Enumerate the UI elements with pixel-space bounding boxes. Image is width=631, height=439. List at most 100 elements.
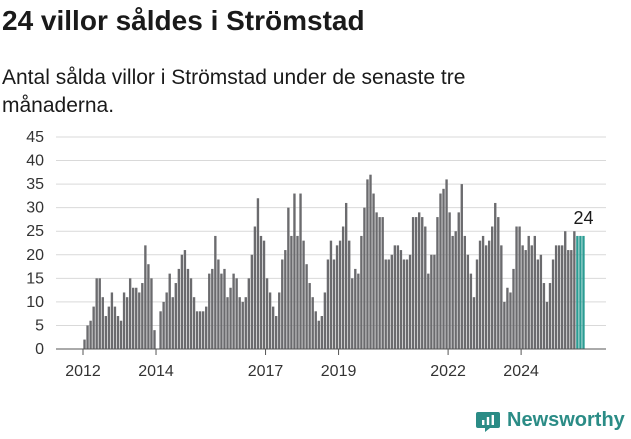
bar-115 xyxy=(433,254,436,349)
bar-48 xyxy=(229,287,232,349)
bar-59 xyxy=(262,240,266,349)
bar-156 xyxy=(557,245,561,349)
bar-35 xyxy=(189,278,193,349)
bar-136 xyxy=(497,217,500,349)
bar-13 xyxy=(122,292,126,349)
bar-52 xyxy=(241,301,244,349)
bar-110 xyxy=(418,212,421,349)
bar-26 xyxy=(162,301,165,349)
bar-151 xyxy=(542,283,546,349)
y-tick-label-10: 10 xyxy=(26,294,44,311)
bar-132 xyxy=(484,245,488,349)
bar-112 xyxy=(424,226,427,349)
bar-128 xyxy=(472,297,476,349)
bar-82 xyxy=(332,259,336,349)
bar-47 xyxy=(226,297,229,349)
bar-100 xyxy=(387,259,390,349)
bar-141 xyxy=(512,268,515,349)
bar-79 xyxy=(323,292,327,349)
bar-62 xyxy=(271,306,275,349)
bar-130 xyxy=(478,240,482,349)
x-tick-label-2022: 2022 xyxy=(430,363,466,380)
bar-5 xyxy=(98,278,101,349)
bar-80 xyxy=(326,259,330,349)
bar-58 xyxy=(259,235,263,349)
bar-153 xyxy=(548,283,552,349)
bar-49 xyxy=(232,273,235,349)
bar-56 xyxy=(253,226,257,349)
bar-77 xyxy=(317,320,320,349)
bar-30 xyxy=(174,283,177,349)
bar-12 xyxy=(119,320,123,349)
bar-37 xyxy=(195,311,199,349)
x-tick-label-2012: 2012 xyxy=(65,363,101,380)
bar-159 xyxy=(567,250,570,349)
bar-101 xyxy=(390,254,393,349)
bar-125 xyxy=(463,235,467,349)
bar-31 xyxy=(177,268,181,349)
bar-81 xyxy=(329,240,333,349)
bar-75 xyxy=(311,297,314,349)
bar-68 xyxy=(290,235,293,349)
bar-23 xyxy=(153,330,156,349)
bar-144 xyxy=(521,245,524,349)
bar-137 xyxy=(500,245,503,349)
bar-127 xyxy=(469,273,473,349)
bar-135 xyxy=(494,202,497,349)
bar-143 xyxy=(518,226,521,349)
bar-64 xyxy=(278,292,281,349)
bar-150 xyxy=(539,254,543,349)
y-tick-label-35: 35 xyxy=(26,176,44,193)
bar-138 xyxy=(503,301,506,349)
y-tick-label-30: 30 xyxy=(26,200,44,217)
bar-43 xyxy=(214,235,217,349)
y-tick-label-5: 5 xyxy=(35,317,44,334)
bar-51 xyxy=(238,297,241,349)
bar-63 xyxy=(275,316,278,349)
bar-50 xyxy=(235,278,238,349)
brand-logo: Newsworthy xyxy=(476,408,625,432)
bar-25 xyxy=(159,311,162,349)
bar-53 xyxy=(244,297,247,349)
bar-27 xyxy=(165,292,168,349)
bar-6 xyxy=(101,297,104,349)
y-tick-label-20: 20 xyxy=(26,247,44,264)
bar-14 xyxy=(125,297,129,349)
bar-105 xyxy=(402,259,406,349)
bar-78 xyxy=(320,316,324,349)
bar-60 xyxy=(265,278,269,349)
bar-4 xyxy=(95,278,98,349)
bar-106 xyxy=(405,259,409,349)
last-value-label: 24 xyxy=(573,208,593,228)
bar-54 xyxy=(247,278,250,349)
y-tick-label-15: 15 xyxy=(26,270,44,287)
bar-124 xyxy=(460,184,463,349)
x-tick-label-2014: 2014 xyxy=(138,363,174,380)
bar-147 xyxy=(530,245,533,349)
bar-163 xyxy=(579,235,582,349)
bar-76 xyxy=(314,311,317,349)
bar-116 xyxy=(436,217,439,349)
bar-133 xyxy=(487,240,491,349)
brand-name: Newsworthy xyxy=(507,409,625,431)
bar-32 xyxy=(180,254,184,349)
bar-154 xyxy=(551,259,555,349)
bar-74 xyxy=(308,283,311,349)
bar-160 xyxy=(570,250,573,349)
y-tick-label-0: 0 xyxy=(35,341,44,358)
x-tick-label-2017: 2017 xyxy=(248,363,284,380)
bar-96 xyxy=(375,212,378,349)
bar-38 xyxy=(198,311,202,349)
bar-20 xyxy=(144,245,147,349)
bar-158 xyxy=(564,231,567,349)
bar-94 xyxy=(369,174,372,349)
bar-91 xyxy=(360,235,363,349)
bar-36 xyxy=(192,297,196,349)
bar-41 xyxy=(208,273,211,349)
bar-34 xyxy=(186,268,190,349)
bar-3 xyxy=(92,306,95,349)
bar-70 xyxy=(296,235,299,349)
bar-93 xyxy=(366,179,369,349)
bar-107 xyxy=(408,254,412,349)
bar-42 xyxy=(211,268,214,349)
